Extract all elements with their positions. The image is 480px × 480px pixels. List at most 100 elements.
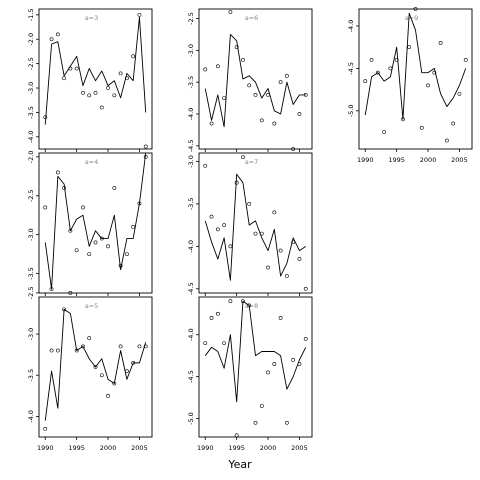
data-point — [143, 144, 148, 149]
y-tick-label: -3.5 — [187, 76, 195, 89]
data-point — [419, 125, 424, 130]
data-point — [203, 341, 208, 346]
data-point — [112, 186, 117, 190]
panel-title: a=4 — [85, 158, 99, 166]
data-point — [93, 91, 98, 95]
data-point — [278, 80, 283, 85]
data-point — [438, 41, 443, 45]
data-point — [228, 299, 233, 304]
data-point — [228, 10, 233, 15]
data-point — [81, 344, 85, 349]
data-point — [222, 223, 227, 228]
data-point — [284, 420, 289, 425]
y-tick-label: -4.0 — [187, 108, 195, 121]
x-tick-label: 2005 — [131, 444, 148, 452]
y-tick-label: -3.5 — [27, 369, 35, 382]
data-point — [234, 433, 239, 438]
data-point — [259, 118, 264, 123]
y-tick-label: -3.0 — [27, 328, 35, 341]
data-point — [143, 154, 148, 159]
x-tick-label: 1995 — [388, 156, 405, 164]
y-tick-label: -5.0 — [187, 412, 195, 425]
panel-6: -5.0 -4.5 -4.0 1990 1995 2000 2005 a=8 — [187, 296, 313, 452]
x-tick-label: 2005 — [291, 444, 308, 452]
data-point — [266, 93, 270, 97]
panel-title: a=5 — [85, 302, 99, 310]
data-point — [74, 66, 79, 71]
y-tick-label: -2.5 — [187, 12, 195, 25]
data-point — [401, 117, 405, 122]
data-point — [253, 420, 258, 425]
panel-frame — [38, 8, 153, 150]
y-tick-label: -2.0 — [27, 33, 35, 46]
data-point — [259, 231, 264, 236]
data-point — [99, 236, 104, 241]
data-point — [203, 163, 208, 168]
data-point — [278, 316, 283, 320]
x-tick-label: 1995 — [228, 444, 245, 452]
data-point — [209, 214, 214, 219]
x-tick-label: 2000 — [260, 444, 277, 452]
data-point — [106, 244, 110, 249]
data-point — [93, 365, 98, 369]
data-point — [444, 138, 449, 143]
data-point — [203, 67, 208, 72]
y-tick-label: -3.5 — [27, 106, 35, 119]
data-point — [259, 404, 264, 408]
data-point — [68, 66, 73, 71]
x-tick-label: 1990 — [357, 156, 374, 164]
y-tick-label: -5.0 — [347, 104, 355, 117]
series-line — [204, 300, 307, 403]
y-tick-label: -3.0 — [27, 228, 35, 241]
data-point — [303, 286, 308, 291]
data-point — [137, 344, 142, 349]
data-point — [137, 201, 142, 206]
data-point — [81, 91, 85, 95]
data-point — [375, 70, 380, 75]
data-point — [241, 58, 245, 62]
data-point — [222, 341, 227, 346]
data-point — [74, 248, 79, 253]
data-point — [131, 360, 136, 365]
data-point — [43, 205, 48, 210]
data-point — [106, 86, 110, 90]
y-tick-label: -4.5 — [187, 139, 195, 152]
panel-frame — [38, 152, 153, 294]
data-point — [278, 248, 283, 253]
data-point — [413, 7, 418, 11]
data-point — [124, 76, 129, 81]
data-point — [112, 93, 117, 98]
data-point — [451, 121, 456, 126]
data-point — [253, 93, 258, 97]
data-point — [394, 58, 399, 62]
data-point — [49, 37, 54, 42]
data-point — [426, 83, 430, 88]
data-point — [291, 240, 296, 244]
data-point — [74, 348, 79, 353]
series-line — [204, 173, 306, 281]
y-tick-label: -4.0 — [27, 410, 35, 423]
y-tick-label: -4.0 — [187, 328, 195, 341]
data-point — [215, 227, 220, 232]
data-point — [272, 362, 277, 366]
data-point — [143, 344, 148, 349]
panel-title: a=8 — [245, 302, 259, 310]
data-point — [297, 112, 302, 116]
data-point — [81, 205, 85, 210]
data-point — [228, 244, 233, 249]
panel-5: -4.5 -4.0 -3.5 -3.0 a=7 — [187, 152, 313, 296]
data-point — [234, 45, 239, 50]
data-point — [87, 252, 92, 257]
data-point — [62, 186, 67, 190]
y-tick-label: -3.5 — [187, 198, 195, 211]
data-point — [131, 54, 136, 59]
data-point — [112, 381, 117, 386]
data-point — [303, 337, 308, 341]
data-point — [266, 265, 270, 270]
y-tick-label: -4.0 — [187, 240, 195, 253]
series-line — [204, 34, 306, 128]
y-tick-label: -4.0 — [27, 130, 35, 143]
series-line — [364, 12, 467, 120]
data-point — [215, 64, 220, 69]
